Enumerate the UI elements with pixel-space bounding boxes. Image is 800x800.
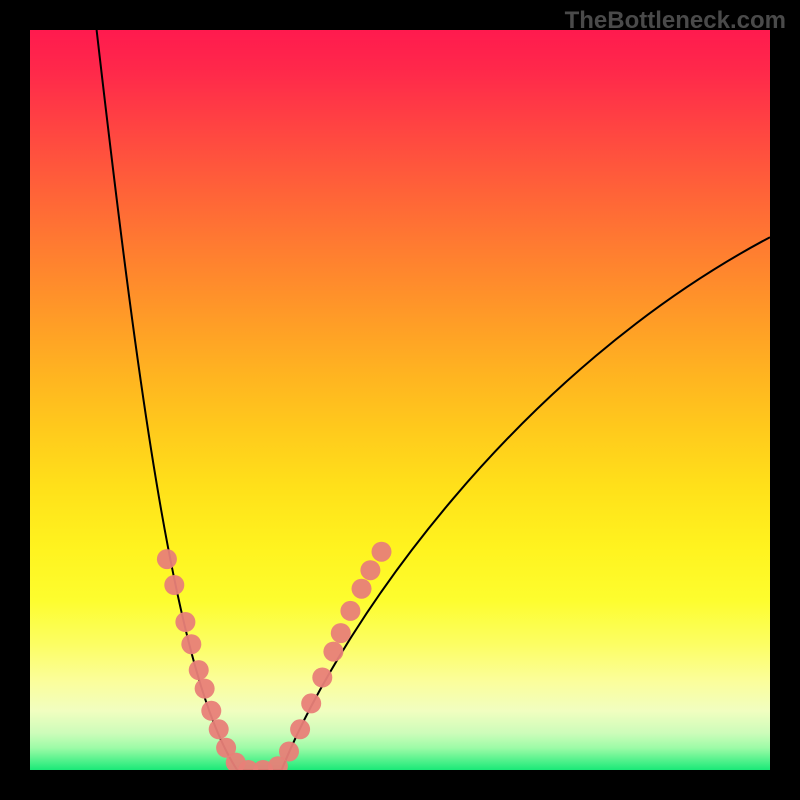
plot-area	[30, 30, 770, 770]
data-marker	[301, 693, 321, 713]
data-marker	[209, 719, 229, 739]
data-marker	[189, 660, 209, 680]
chart-container: TheBottleneck.com	[0, 0, 800, 800]
watermark-text: TheBottleneck.com	[565, 7, 786, 35]
data-marker	[331, 623, 351, 643]
data-marker	[352, 579, 372, 599]
data-marker	[372, 542, 392, 562]
bottleneck-curve-chart	[30, 30, 770, 770]
data-marker	[157, 549, 177, 569]
data-marker	[340, 601, 360, 621]
data-marker	[201, 701, 221, 721]
data-marker	[181, 634, 201, 654]
data-marker	[279, 742, 299, 762]
data-marker	[195, 679, 215, 699]
data-marker	[164, 575, 184, 595]
data-marker	[290, 719, 310, 739]
data-marker	[323, 642, 343, 662]
data-marker	[360, 560, 380, 580]
gradient-background	[30, 30, 770, 770]
data-marker	[312, 668, 332, 688]
data-marker	[175, 612, 195, 632]
